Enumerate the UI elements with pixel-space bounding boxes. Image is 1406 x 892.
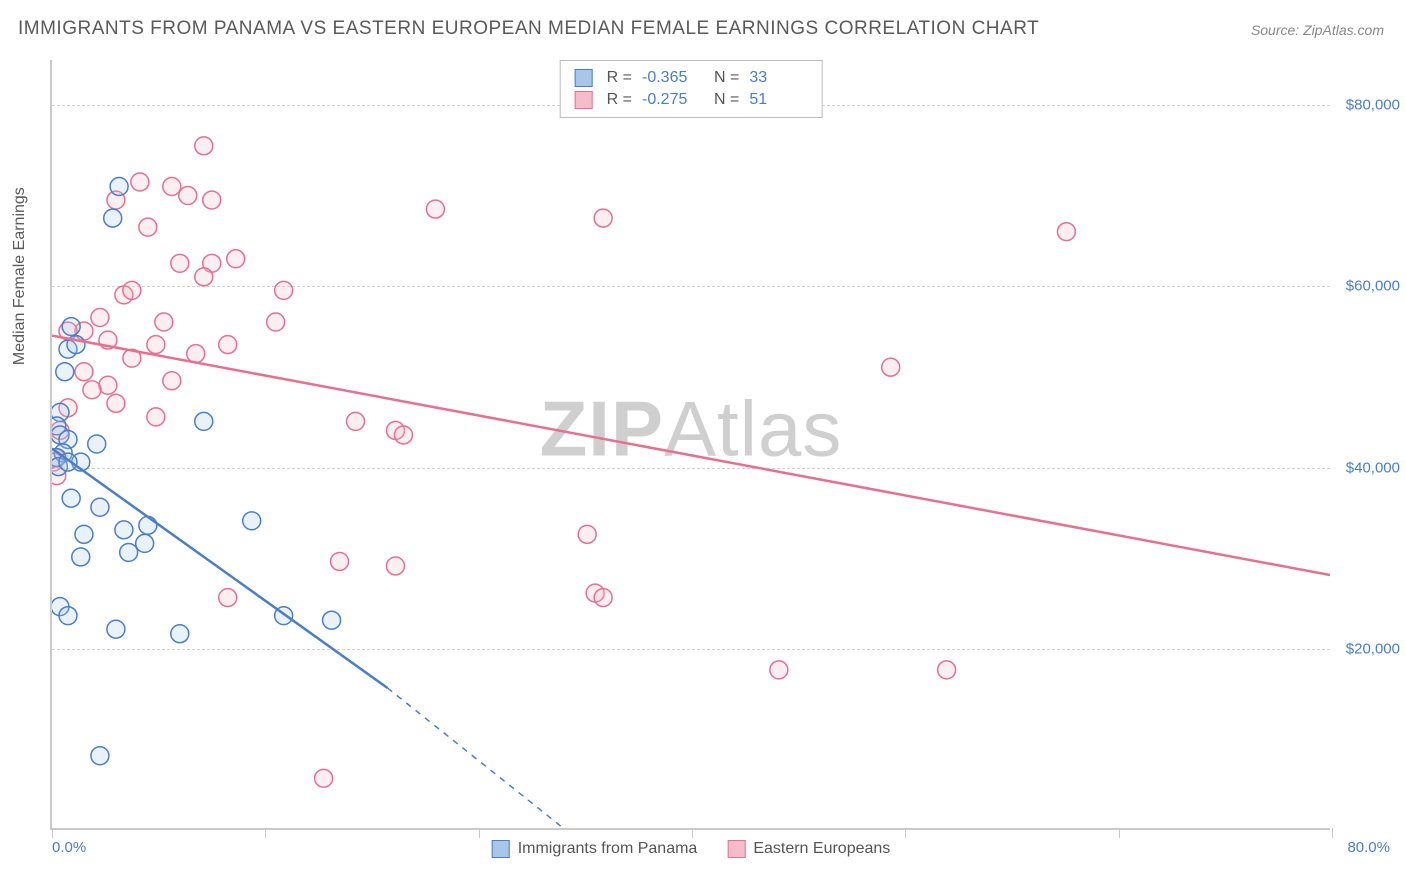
x-axis-min-label: 0.0% — [52, 839, 86, 856]
legend-swatch-panama-bottom — [492, 840, 510, 858]
scatter-point — [99, 376, 117, 394]
scatter-point — [275, 281, 293, 299]
scatter-point — [203, 191, 221, 209]
scatter-point — [882, 358, 900, 376]
y-tick-label: $20,000 — [1346, 640, 1400, 657]
legend-label-panama: Immigrants from Panama — [518, 840, 698, 858]
chart-title: IMMIGRANTS FROM PANAMA VS EASTERN EUROPE… — [18, 18, 1039, 40]
scatter-point — [179, 187, 197, 205]
scatter-point — [104, 209, 122, 227]
legend-bottom: Immigrants from Panama Eastern Europeans — [492, 840, 891, 858]
trendline-extrapolation — [387, 688, 563, 828]
scatter-point — [578, 525, 596, 543]
scatter-point — [770, 661, 788, 679]
scatter-point — [107, 620, 125, 638]
scatter-point — [171, 625, 189, 643]
scatter-point — [386, 557, 404, 575]
y-tick-label: $40,000 — [1346, 459, 1400, 476]
x-tick — [1332, 828, 1333, 838]
scatter-svg — [52, 60, 1330, 828]
scatter-point — [315, 769, 333, 787]
scatter-point — [91, 747, 109, 765]
scatter-point — [147, 408, 165, 426]
x-tick — [52, 828, 53, 838]
scatter-point — [938, 661, 956, 679]
scatter-point — [171, 254, 189, 272]
scatter-point — [62, 489, 80, 507]
legend-item-panama: Immigrants from Panama — [492, 840, 698, 858]
y-tick-label: $80,000 — [1346, 97, 1400, 114]
scatter-point — [594, 209, 612, 227]
x-tick — [692, 828, 693, 838]
y-axis-title: Median Female Earnings — [11, 187, 29, 365]
scatter-point — [323, 611, 341, 629]
scatter-point — [123, 281, 141, 299]
scatter-point — [219, 589, 237, 607]
scatter-point — [243, 512, 261, 530]
scatter-point — [195, 412, 213, 430]
scatter-point — [195, 268, 213, 286]
scatter-point — [139, 516, 157, 534]
scatter-point — [219, 336, 237, 354]
scatter-point — [155, 313, 173, 331]
scatter-point — [163, 178, 181, 196]
scatter-point — [1057, 223, 1075, 241]
r-value-eastern: -0.275 — [642, 91, 700, 109]
legend-swatch-panama — [575, 69, 593, 87]
scatter-point — [72, 548, 90, 566]
n-label-2: N = — [714, 91, 739, 109]
x-tick — [1119, 828, 1120, 838]
scatter-point — [91, 309, 109, 327]
scatter-point — [136, 534, 154, 552]
scatter-point — [131, 173, 149, 191]
x-tick — [479, 828, 480, 838]
scatter-point — [331, 552, 349, 570]
scatter-point — [59, 607, 77, 625]
scatter-point — [120, 543, 138, 561]
scatter-point — [195, 137, 213, 155]
n-value-panama: 33 — [749, 69, 807, 87]
scatter-point — [426, 200, 444, 218]
plot-region: ZIPAtlas $20,000$40,000$60,000$80,000 0.… — [50, 60, 1330, 830]
trendline — [52, 336, 1330, 575]
legend-swatch-eastern-bottom — [727, 840, 745, 858]
chart-area: Median Female Earnings ZIPAtlas $20,000$… — [50, 60, 1330, 830]
scatter-point — [83, 381, 101, 399]
scatter-point — [107, 394, 125, 412]
x-tick — [265, 828, 266, 838]
x-tick — [905, 828, 906, 838]
scatter-point — [227, 250, 245, 268]
r-value-panama: -0.365 — [642, 69, 700, 87]
scatter-point — [75, 363, 93, 381]
y-tick-label: $60,000 — [1346, 278, 1400, 295]
x-axis-max-label: 80.0% — [1347, 839, 1390, 856]
legend-label-eastern: Eastern Europeans — [753, 840, 890, 858]
source-label: Source: ZipAtlas.com — [1251, 22, 1384, 38]
n-value-eastern: 51 — [749, 91, 807, 109]
scatter-point — [110, 178, 128, 196]
scatter-point — [594, 589, 612, 607]
scatter-point — [147, 336, 165, 354]
n-label: N = — [714, 69, 739, 87]
r-label: R = — [607, 69, 632, 87]
scatter-point — [75, 525, 93, 543]
scatter-point — [267, 313, 285, 331]
legend-stats-row-2: R = -0.275 N = 51 — [575, 89, 808, 111]
scatter-point — [62, 318, 80, 336]
scatter-point — [394, 426, 412, 444]
scatter-point — [187, 345, 205, 363]
legend-stats-box: R = -0.365 N = 33 R = -0.275 N = 51 — [560, 60, 823, 118]
scatter-point — [115, 521, 133, 539]
scatter-point — [347, 412, 365, 430]
legend-stats-row-1: R = -0.365 N = 33 — [575, 67, 808, 89]
r-label-2: R = — [607, 91, 632, 109]
legend-item-eastern: Eastern Europeans — [727, 840, 890, 858]
scatter-point — [56, 363, 74, 381]
scatter-point — [139, 218, 157, 236]
legend-swatch-eastern — [575, 91, 593, 109]
scatter-point — [163, 372, 181, 390]
scatter-point — [88, 435, 106, 453]
scatter-point — [91, 498, 109, 516]
